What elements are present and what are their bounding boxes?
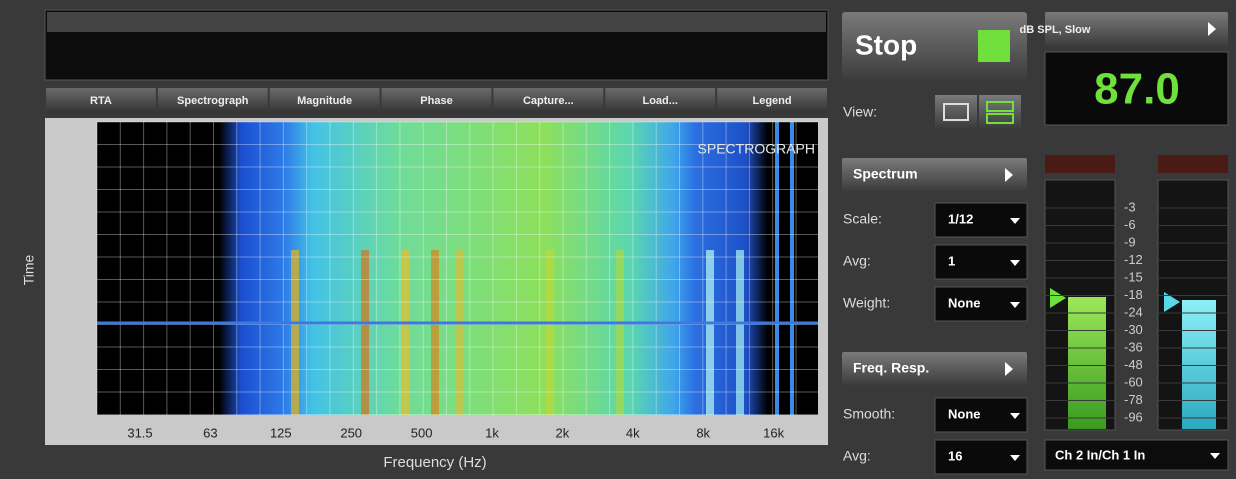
meter-scale-label: -60	[1124, 374, 1143, 389]
x-axis-title: Frequency (Hz)	[383, 454, 486, 471]
meter-scale-label: -9	[1124, 234, 1136, 249]
x-tick-label: 500	[411, 425, 433, 440]
spectral-streak	[775, 122, 779, 415]
spectral-streak	[291, 250, 299, 415]
spectral-streak	[736, 250, 744, 415]
y-axis-title: Time	[21, 254, 37, 285]
meter-scale-label: -36	[1124, 339, 1143, 354]
x-tick-label: 2k	[556, 425, 570, 440]
meter-scale-label: -3	[1124, 199, 1136, 214]
meter-mode: dB SPL, Slow	[1020, 24, 1091, 36]
tab-label: RTA	[90, 95, 112, 107]
dropdown-value: 1/12	[948, 211, 973, 226]
field-label: Weight:	[843, 295, 890, 311]
clip-light	[1158, 155, 1228, 173]
spectral-streak	[706, 250, 714, 415]
section-label: Freq. Resp.	[853, 360, 929, 376]
x-tick-label: 250	[340, 425, 362, 440]
meter-scale-label: -12	[1124, 252, 1143, 267]
plot-label: SPECTROGRAPH	[698, 141, 815, 157]
x-tick-label: 125	[270, 425, 292, 440]
level-fill	[1068, 297, 1106, 429]
tab-label: Spectrograph	[177, 95, 249, 107]
app-window: RTA Spectrograph Magnitude Phase Capture... L…	[0, 0, 1236, 479]
spectral-streak	[431, 250, 439, 415]
stop-label: Stop	[855, 29, 917, 60]
tab-label: Capture...	[523, 95, 574, 107]
meter-scale-label: -96	[1124, 409, 1143, 424]
tab-label: Phase	[420, 95, 452, 107]
dropdown-value: 16	[948, 448, 962, 463]
meter-scale-label: -30	[1124, 322, 1143, 337]
tab-label: Magnitude	[297, 95, 352, 107]
x-tick-label: 16k	[763, 425, 784, 440]
meter-scale-label: -6	[1124, 217, 1136, 232]
meter-reading: 87.0	[1094, 65, 1180, 114]
x-tick-label: 8k	[696, 425, 710, 440]
dropdown-value: 1	[948, 253, 955, 268]
view-single[interactable]	[935, 95, 977, 128]
meter-scale-label: -78	[1124, 392, 1143, 407]
spectral-streak	[546, 250, 554, 415]
x-tick-label: 1k	[485, 425, 499, 440]
overview-strip	[47, 12, 826, 32]
field-label: Smooth:	[843, 406, 895, 422]
spectral-streak	[401, 250, 409, 415]
section-label: Spectrum	[853, 166, 918, 182]
dropdown-value: None	[948, 295, 981, 310]
tab-label: Legend	[753, 95, 792, 107]
field-label: Scale:	[843, 211, 882, 227]
meter-scale-label: -48	[1124, 357, 1143, 372]
spectral-streak	[616, 250, 624, 415]
view-label: View:	[843, 104, 877, 120]
channel-value: Ch 2 In/Ch 1 In	[1055, 447, 1145, 462]
dropdown-value: None	[948, 406, 981, 421]
meter-scale-label: -15	[1124, 269, 1143, 284]
meter-scale-label: -24	[1124, 304, 1143, 319]
x-tick-label: 63	[203, 425, 217, 440]
level-fill	[1182, 300, 1216, 429]
x-tick-label: 31.5	[127, 425, 152, 440]
tab-label: Load...	[642, 95, 677, 107]
field-label: Avg:	[843, 448, 871, 464]
stop-indicator	[978, 30, 1010, 62]
spectral-streak	[361, 250, 369, 415]
meter-scale-label: -18	[1124, 287, 1143, 302]
field-label: Avg:	[843, 253, 871, 269]
clip-light	[1045, 155, 1115, 173]
x-tick-label: 4k	[626, 425, 640, 440]
spectral-streak	[456, 250, 464, 415]
spectral-streak	[790, 122, 794, 415]
